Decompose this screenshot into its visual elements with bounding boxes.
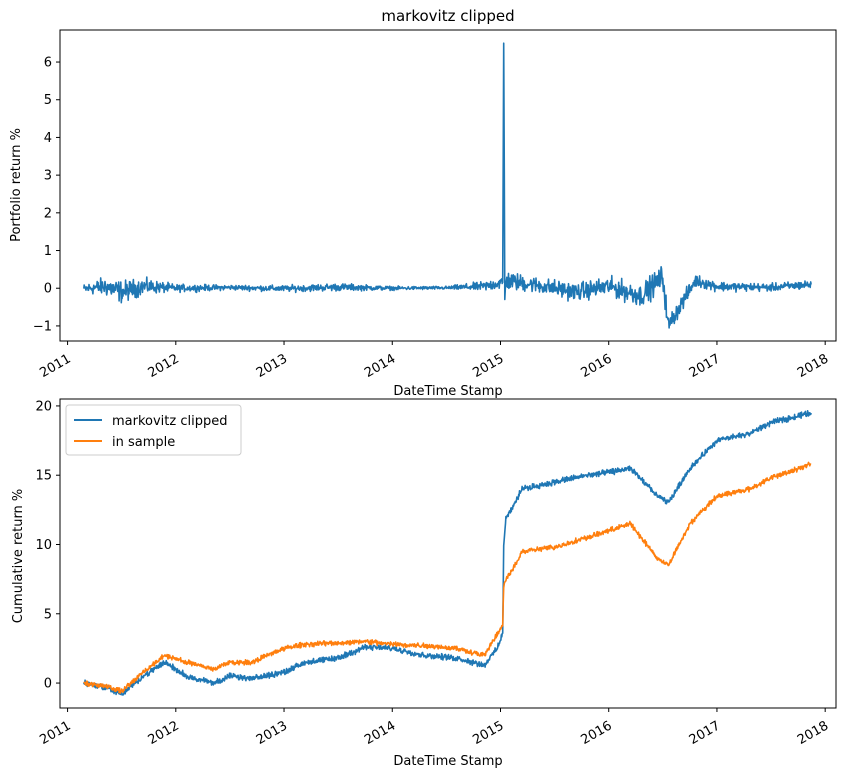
y-tick-label: 10 (35, 538, 52, 553)
x-tick-label: 2014 (362, 351, 398, 381)
x-tick-label: 2012 (146, 351, 182, 381)
y-tick-label: 0 (44, 677, 52, 692)
x-tick-label: 2016 (579, 351, 615, 381)
plot-area-border (59, 29, 837, 342)
chart-panel-cumulative-return: DateTime Stamp Cumulative return % 2011 2… (11, 398, 837, 769)
y-ticks: 0 5 10 15 20 (35, 399, 60, 692)
x-axis-label: DateTime Stamp (393, 384, 502, 399)
y-axis-label: Portfolio return % (9, 128, 24, 242)
x-tick-label: 2018 (795, 718, 831, 748)
y-axis-label: Cumulative return % (11, 489, 26, 624)
y-tick-label: 1 (44, 244, 52, 259)
chart-panel-portfolio-return: markovitz clipped DateTime Stamp Portfol… (9, 7, 837, 399)
x-tick-label: 2012 (146, 718, 182, 748)
y-tick-label: 2 (44, 206, 52, 221)
y-tick-label: 5 (44, 607, 52, 622)
y-tick-label: 4 (44, 131, 52, 146)
x-tick-label: 2016 (579, 718, 615, 748)
legend-label-in-sample: in sample (112, 435, 175, 450)
y-tick-label: 0 (44, 282, 52, 297)
series-line-markovitz-clipped (83, 410, 812, 696)
series-line-portfolio-return (83, 42, 812, 329)
legend-label-markovitz-clipped: markovitz clipped (112, 414, 227, 429)
y-tick-label: 6 (44, 56, 52, 71)
x-tick-label: 2013 (254, 718, 290, 748)
y-tick-label: 3 (44, 169, 52, 184)
x-ticks: 2011 2012 2013 2014 2015 2016 2017 2018 (37, 708, 831, 748)
y-tick-label: 5 (44, 93, 52, 108)
y-tick-label: −1 (33, 319, 52, 334)
x-ticks: 2011 2012 2013 2014 2015 2016 2017 2018 (37, 341, 831, 381)
series-lines (83, 42, 812, 329)
series-line-in-sample (83, 461, 812, 694)
x-tick-label: 2014 (362, 718, 398, 748)
series-lines (83, 410, 812, 696)
x-tick-label: 2017 (687, 351, 723, 381)
x-tick-label: 2011 (37, 351, 73, 381)
x-tick-label: 2015 (470, 351, 506, 381)
y-tick-label: 15 (35, 469, 52, 484)
y-ticks: −1 0 1 2 3 4 5 6 (33, 56, 60, 334)
x-axis-label: DateTime Stamp (393, 754, 502, 769)
x-tick-label: 2018 (795, 351, 831, 381)
legend: markovitz clipped in sample (65, 404, 242, 456)
y-tick-label: 20 (35, 399, 52, 414)
x-tick-label: 2013 (254, 351, 290, 381)
legend-box (65, 404, 242, 456)
plot-area-border (59, 398, 837, 709)
x-tick-label: 2017 (687, 718, 723, 748)
chart-title: markovitz clipped (381, 7, 514, 25)
x-tick-label: 2015 (470, 718, 506, 748)
x-tick-label: 2011 (37, 718, 73, 748)
